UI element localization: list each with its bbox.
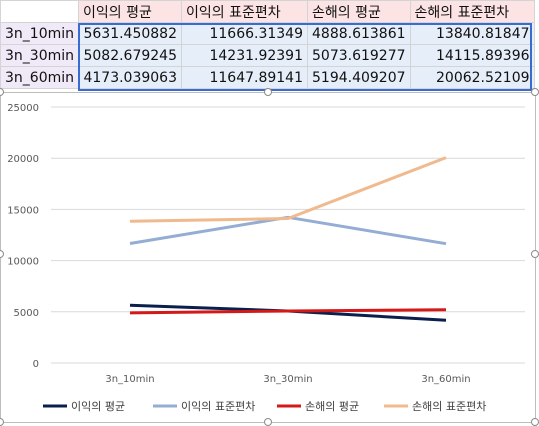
x-tick-label: 3n_30min (263, 374, 312, 385)
value-cell[interactable]: 5194.409207 (307, 66, 411, 89)
legend-label[interactable]: 손해의 표준편차 (412, 399, 486, 413)
value-cell[interactable]: 13840.81847 (409, 22, 535, 45)
legend: 이익의 평균 이익의 표준편차 손해의 평균 손해의 표준편차 (43, 399, 486, 413)
row-label[interactable]: 3n_60min (0, 66, 79, 89)
value-cell[interactable]: 5082.679245 (78, 44, 182, 67)
chart-resize-handle[interactable] (264, 88, 272, 96)
header-cell[interactable]: 손해의 표준편차 (409, 0, 535, 23)
header-cell[interactable]: 이익의 표준편차 (181, 0, 308, 23)
x-tick-label: 3n_60min (421, 374, 470, 385)
series-line-2[interactable] (129, 308, 447, 315)
y-axis-ticks: 0 5000 10000 15000 20000 25000 (7, 103, 39, 370)
value-cell[interactable]: 5631.450882 (78, 22, 182, 45)
data-point[interactable] (444, 318, 448, 322)
header-cell[interactable]: 이익의 평균 (78, 0, 182, 23)
header-cell[interactable]: 손해의 평균 (307, 0, 411, 23)
data-point[interactable] (286, 216, 290, 220)
value-cell[interactable]: 14231.92391 (181, 44, 308, 67)
spreadsheet: 이익의 평균 이익의 표준편차 손해의 평균 손해의 표준편차 3n_10min… (0, 0, 539, 92)
value-cell[interactable]: 11666.31349 (181, 22, 308, 45)
header-row: 이익의 평균 이익의 표준편차 손해의 평균 손해의 표준편차 (0, 0, 535, 23)
data-point[interactable] (286, 309, 290, 313)
table-row: 3n_10min 5631.450882 11666.31349 4888.61… (0, 22, 535, 45)
table-row: 3n_60min 4173.039063 11647.89141 5194.40… (0, 66, 535, 89)
data-point[interactable] (128, 303, 132, 307)
value-cell[interactable]: 11647.89141 (181, 66, 308, 89)
value-cell[interactable]: 5073.619277 (307, 44, 411, 67)
data-table: 이익의 평균 이익의 표준편차 손해의 평균 손해의 표준편차 3n_10min… (0, 0, 535, 89)
chart-svg: 0 5000 10000 15000 20000 25000 3n_10min 3n_30m… (7, 103, 525, 413)
y-tick-label: 5000 (14, 308, 39, 319)
series-line-3[interactable] (129, 156, 447, 223)
x-tick-label: 3n_10min (105, 374, 154, 385)
x-axis-ticks: 3n_10min 3n_30min 3n_60min (105, 374, 470, 385)
y-tick-label: 15000 (7, 205, 39, 216)
y-tick-label: 20000 (7, 154, 39, 165)
value-cell[interactable]: 4888.613861 (307, 22, 411, 45)
line-chart[interactable]: 0 5000 10000 15000 20000 25000 3n_10min 3n_30m… (0, 92, 536, 423)
legend-label[interactable]: 이익의 평균 (71, 400, 125, 413)
value-cell[interactable]: 4173.039063 (78, 66, 182, 89)
data-point[interactable] (128, 219, 132, 223)
y-tick-label: 0 (33, 359, 39, 370)
data-point[interactable] (128, 242, 132, 246)
y-tick-label: 10000 (7, 257, 39, 268)
corner-cell[interactable] (0, 0, 79, 23)
row-label[interactable]: 3n_30min (0, 44, 79, 67)
table-row: 3n_30min 5082.679245 14231.92391 5073.61… (0, 44, 535, 67)
y-tick-label: 25000 (7, 103, 39, 114)
chart-resize-handle[interactable] (531, 250, 539, 258)
chart-resize-handle[interactable] (531, 88, 539, 96)
data-point[interactable] (444, 242, 448, 246)
series-lines (128, 156, 448, 322)
legend-label[interactable]: 손해의 평균 (305, 399, 359, 413)
row-label[interactable]: 3n_10min (0, 22, 79, 45)
data-point[interactable] (444, 308, 448, 312)
value-cell[interactable]: 14115.89396 (409, 44, 535, 67)
value-cell[interactable]: 20062.52109 (409, 66, 535, 89)
legend-label[interactable]: 이익의 표준편차 (181, 400, 255, 413)
data-point[interactable] (128, 311, 132, 315)
data-point[interactable] (444, 156, 448, 160)
gridlines (51, 106, 525, 364)
